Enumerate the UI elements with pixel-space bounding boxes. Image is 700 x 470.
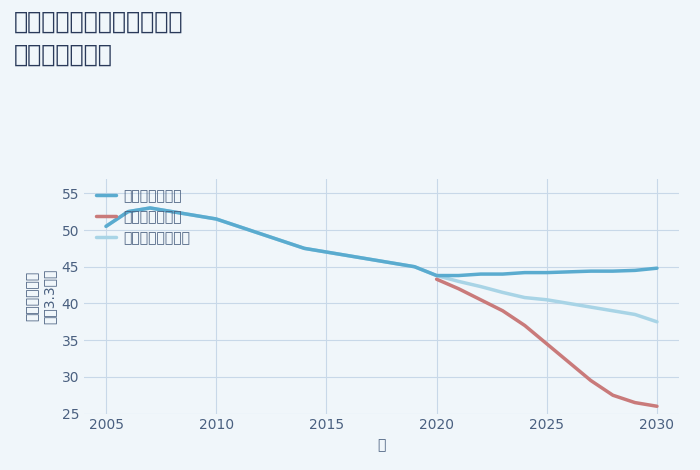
X-axis label: 年: 年 xyxy=(377,438,386,452)
ノーマルシナリオ xyxy=(366,257,375,262)
ノーマルシナリオ xyxy=(389,260,397,266)
バッドシナリオ xyxy=(498,308,507,313)
グッドシナリオ xyxy=(433,273,441,278)
ノーマルシナリオ xyxy=(587,304,595,310)
Y-axis label: 単価（万円）
坪（3.3㎡）: 単価（万円） 坪（3.3㎡） xyxy=(26,268,56,324)
バッドシナリオ xyxy=(587,378,595,384)
ノーマルシナリオ xyxy=(542,297,551,303)
バッドシナリオ xyxy=(477,297,485,303)
Line: グッドシナリオ: グッドシナリオ xyxy=(106,208,657,275)
グッドシナリオ xyxy=(146,205,154,211)
グッドシナリオ xyxy=(609,268,617,274)
ノーマルシナリオ xyxy=(609,308,617,313)
Text: 兵庫県姫路市北条永良町の
土地の価格推移: 兵庫県姫路市北条永良町の 土地の価格推移 xyxy=(14,9,183,67)
グッドシナリオ xyxy=(168,209,176,214)
ノーマルシナリオ xyxy=(124,209,132,214)
グッドシナリオ xyxy=(587,268,595,274)
バッドシナリオ xyxy=(433,276,441,282)
ノーマルシナリオ xyxy=(146,205,154,211)
バッドシナリオ xyxy=(609,392,617,398)
バッドシナリオ xyxy=(653,403,662,409)
グッドシナリオ xyxy=(190,212,198,218)
ノーマルシナリオ xyxy=(631,312,639,317)
グッドシナリオ xyxy=(631,267,639,273)
ノーマルシナリオ xyxy=(565,301,573,306)
グッドシナリオ xyxy=(124,209,132,214)
グッドシナリオ xyxy=(653,266,662,271)
ノーマルシナリオ xyxy=(498,290,507,295)
ノーマルシナリオ xyxy=(653,319,662,325)
ノーマルシナリオ xyxy=(477,284,485,290)
ノーマルシナリオ xyxy=(322,249,330,255)
グッドシナリオ xyxy=(102,224,110,229)
グッドシナリオ xyxy=(542,270,551,275)
ノーマルシナリオ xyxy=(300,245,309,251)
バッドシナリオ xyxy=(454,286,463,291)
グッドシナリオ xyxy=(477,271,485,277)
グッドシナリオ xyxy=(410,264,419,270)
バッドシナリオ xyxy=(631,400,639,406)
ノーマルシナリオ xyxy=(102,224,110,229)
グッドシナリオ xyxy=(521,270,529,275)
グッドシナリオ xyxy=(278,238,286,244)
ノーマルシナリオ xyxy=(168,209,176,214)
グッドシナリオ xyxy=(234,224,242,229)
Legend: グッドシナリオ, バッドシナリオ, ノーマルシナリオ: グッドシナリオ, バッドシナリオ, ノーマルシナリオ xyxy=(90,183,196,251)
グッドシナリオ xyxy=(300,245,309,251)
グッドシナリオ xyxy=(212,216,220,222)
バッドシナリオ xyxy=(565,360,573,365)
グッドシナリオ xyxy=(454,273,463,278)
ノーマルシナリオ xyxy=(433,273,441,278)
ノーマルシナリオ xyxy=(234,224,242,229)
グッドシナリオ xyxy=(322,249,330,255)
ノーマルシナリオ xyxy=(278,238,286,244)
グッドシナリオ xyxy=(389,260,397,266)
バッドシナリオ xyxy=(521,323,529,329)
ノーマルシナリオ xyxy=(521,295,529,300)
ノーマルシナリオ xyxy=(212,216,220,222)
グッドシナリオ xyxy=(498,271,507,277)
グッドシナリオ xyxy=(344,253,353,258)
ノーマルシナリオ xyxy=(190,212,198,218)
グッドシナリオ xyxy=(565,269,573,274)
ノーマルシナリオ xyxy=(344,253,353,258)
ノーマルシナリオ xyxy=(454,279,463,284)
グッドシナリオ xyxy=(256,231,265,236)
グッドシナリオ xyxy=(366,257,375,262)
Line: バッドシナリオ: バッドシナリオ xyxy=(437,279,657,406)
Line: ノーマルシナリオ: ノーマルシナリオ xyxy=(106,208,657,322)
ノーマルシナリオ xyxy=(256,231,265,236)
ノーマルシナリオ xyxy=(410,264,419,270)
バッドシナリオ xyxy=(542,341,551,347)
